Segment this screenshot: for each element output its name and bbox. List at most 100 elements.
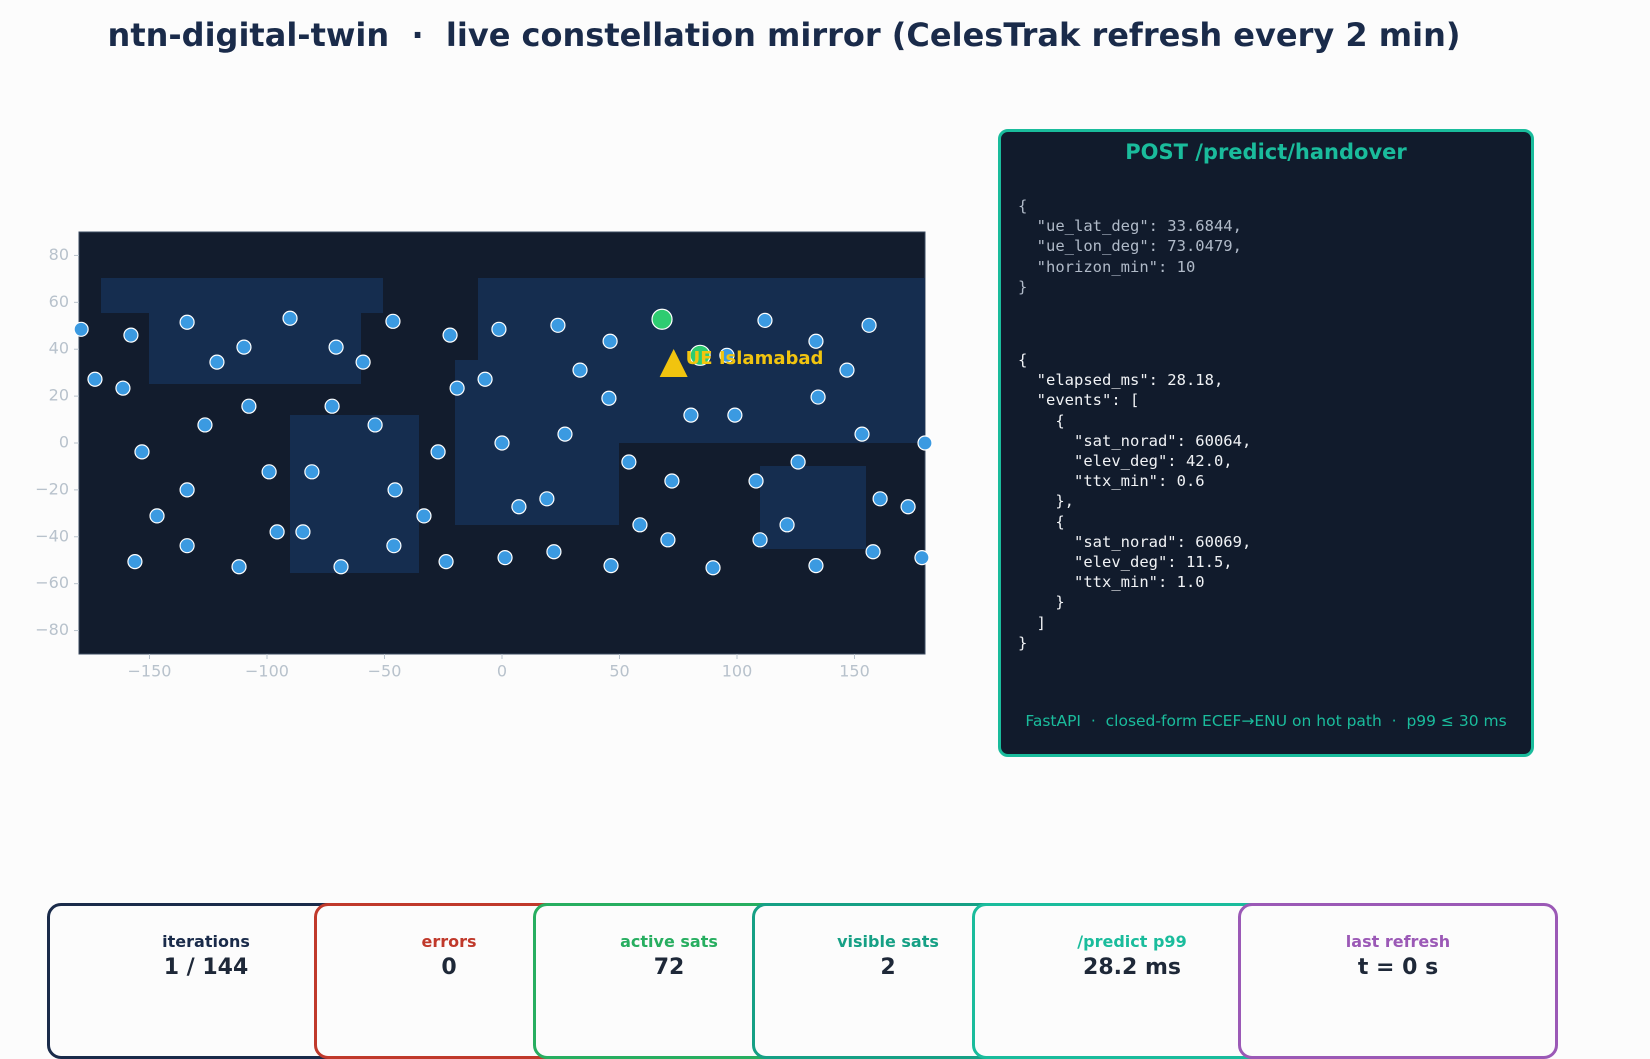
card-value: t = 0 s [1357, 955, 1439, 980]
panel-footer: FastAPI · closed-form ECEF→ENU on hot pa… [1025, 712, 1507, 730]
region [478, 278, 596, 360]
satellite [705, 560, 721, 576]
y-tick-label: 80 [49, 245, 69, 264]
satellite [748, 473, 764, 489]
satellite [87, 371, 103, 387]
satellite [839, 362, 855, 378]
satellite [236, 339, 252, 355]
satellite [123, 327, 139, 343]
ue-label: UE Islamabad [686, 348, 824, 369]
satellite [134, 444, 150, 460]
ue-marker [659, 349, 688, 378]
satellite [328, 339, 344, 355]
satellite [539, 491, 555, 507]
card-value: 2 [880, 955, 896, 980]
satellite [632, 517, 648, 533]
satellite [179, 538, 195, 554]
regions [101, 278, 925, 573]
panel-title: POST /predict/handover [1125, 140, 1407, 164]
satellite [282, 310, 298, 326]
x-tick-label: 0 [497, 662, 507, 681]
satellite [603, 558, 619, 574]
satellite [449, 380, 465, 396]
satellite [179, 314, 195, 330]
visible-satellite [651, 308, 673, 330]
card-label: /predict p99 [1077, 932, 1187, 951]
satellite [719, 347, 735, 363]
satellite [790, 454, 806, 470]
x-tick-label: −50 [368, 662, 402, 681]
y-tick-label: 60 [49, 292, 69, 311]
y-tick-label: −40 [35, 526, 69, 545]
satellite [442, 327, 458, 343]
x-tick-label: −150 [128, 662, 172, 681]
satellite [854, 426, 870, 442]
satellite [231, 559, 247, 575]
satellite [430, 444, 446, 460]
page-title: ntn-digital-twin · live constellation mi… [107, 16, 1461, 54]
region [760, 466, 866, 549]
satellite [367, 417, 383, 433]
satellite [727, 407, 743, 423]
satellite [779, 517, 795, 533]
satellite [810, 389, 826, 405]
satellite [438, 554, 454, 570]
satellite [494, 435, 510, 451]
satellite [914, 550, 930, 566]
satellite [355, 354, 371, 370]
satellite [385, 313, 401, 329]
satellite [241, 398, 257, 414]
satellite [861, 317, 877, 333]
satellite [179, 482, 195, 498]
y-tick-label: 0 [59, 433, 69, 452]
x-tick-label: 50 [609, 662, 629, 681]
satellite [572, 362, 588, 378]
satellite [477, 371, 493, 387]
satellite [917, 435, 933, 451]
satellite [865, 544, 881, 560]
satellite [752, 532, 768, 548]
region [596, 278, 925, 443]
satellite [149, 508, 165, 524]
visible-satellite [689, 344, 711, 366]
satellite [197, 417, 213, 433]
satellite [127, 554, 143, 570]
region [455, 360, 619, 525]
satellite [269, 524, 285, 540]
y-tick-label: −20 [35, 479, 69, 498]
satellite [333, 559, 349, 575]
satellite [209, 354, 225, 370]
satellite [664, 473, 680, 489]
satellite [557, 426, 573, 442]
satellite [546, 544, 562, 560]
card-label: iterations [162, 932, 250, 951]
stat-card: last refresh t = 0 s [1238, 903, 1558, 1059]
x-tick-label: −100 [245, 662, 289, 681]
card-value: 0 [441, 955, 457, 980]
card-label: visible sats [837, 932, 939, 951]
card-value: 72 [653, 955, 685, 980]
satellite [295, 524, 311, 540]
x-tick-label: 100 [722, 662, 753, 681]
satellite [416, 508, 432, 524]
x-tick-label: 150 [839, 662, 870, 681]
satellite [660, 532, 676, 548]
satellite [324, 398, 340, 414]
card-value: 1 / 144 [163, 955, 249, 980]
y-tick-label: −80 [35, 620, 69, 639]
satellite [872, 491, 888, 507]
response-body: { "elapsed_ms": 28.18, "events": [ { "sa… [1018, 351, 1252, 652]
satellite [550, 317, 566, 333]
satellite [73, 321, 89, 337]
satellite [602, 333, 618, 349]
satellite [491, 321, 507, 337]
satellite [386, 538, 402, 554]
card-label: active sats [620, 932, 718, 951]
card-label: last refresh [1345, 932, 1451, 951]
satellite [900, 499, 916, 515]
satellite [683, 407, 699, 423]
y-tick-label: 20 [49, 386, 69, 405]
card-value: 28.2 ms [1083, 955, 1181, 980]
satellite [115, 380, 131, 396]
